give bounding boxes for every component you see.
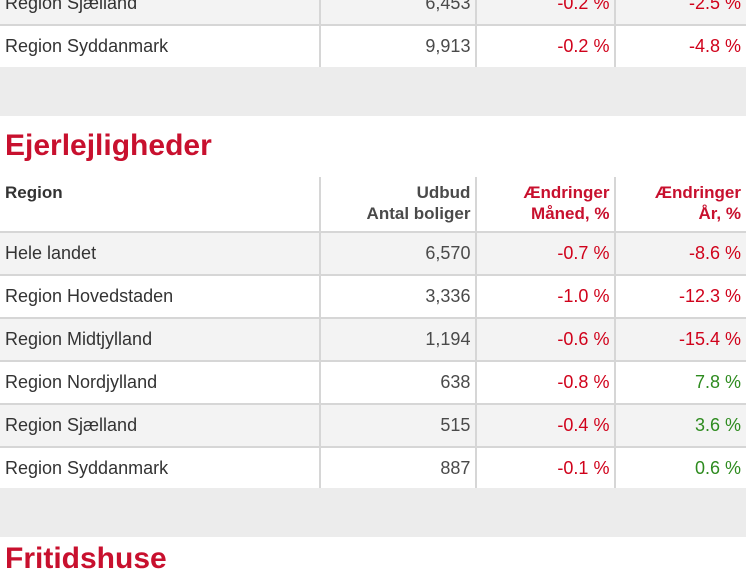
aar-change-cell: -12.3 % (615, 275, 746, 319)
next-section-title: Fritidshuse (5, 542, 167, 575)
udbud-cell: 887 (320, 447, 478, 491)
table-row: Region Sjælland 515 -0.4 % 3.6 % (0, 404, 746, 448)
table-header-row: Region Udbud Antal boliger Ændringer Mån… (0, 177, 746, 233)
region-cell: Region Hovedstaden (0, 275, 322, 319)
section-title: Ejerlejligheder (5, 129, 212, 162)
ejerlejligheder-table: Region Udbud Antal boliger Ændringer Mån… (0, 177, 746, 491)
maaned-change-cell: -0.2 % (476, 0, 617, 26)
maaned-change-cell: -0.2 % (476, 25, 617, 69)
section-divider (0, 67, 746, 116)
region-cell: Region Midtjylland (0, 318, 322, 362)
header-aar-line1: Ændringer (655, 183, 741, 202)
header-maaned-line2: Måned, % (531, 204, 610, 223)
udbud-cell: 6,453 (320, 0, 478, 26)
aar-change-cell: -8.6 % (615, 232, 746, 276)
region-cell: Region Syddanmark (0, 447, 322, 491)
table-row: Region Syddanmark 9,913 -0.2 % -4.8 % (0, 25, 746, 69)
maaned-change-cell: -0.6 % (476, 318, 617, 362)
maaned-change-cell: -1.0 % (476, 275, 617, 319)
udbud-cell: 9,913 (320, 25, 478, 69)
udbud-cell: 1,194 (320, 318, 478, 362)
section-divider (0, 488, 746, 537)
maaned-change-cell: -0.4 % (476, 404, 617, 448)
table-row: Hele landet 6,570 -0.7 % -8.6 % (0, 232, 746, 276)
header-region: Region (0, 177, 322, 233)
udbud-cell: 515 (320, 404, 478, 448)
previous-region-table: Region Sjælland 6,453 -0.2 % -2.5 % Regi… (0, 0, 746, 69)
udbud-cell: 6,570 (320, 232, 478, 276)
region-cell: Region Syddanmark (0, 25, 322, 69)
table-row: Region Sjælland 6,453 -0.2 % -2.5 % (0, 0, 746, 26)
table-row: Region Nordjylland 638 -0.8 % 7.8 % (0, 361, 746, 405)
aar-change-cell: -4.8 % (615, 25, 746, 69)
maaned-change-cell: -0.8 % (476, 361, 617, 405)
aar-change-cell: 7.8 % (615, 361, 746, 405)
region-cell: Region Sjælland (0, 0, 322, 26)
header-aar: Ændringer År, % (615, 177, 746, 233)
aar-change-cell: -15.4 % (615, 318, 746, 362)
header-udbud-line1: Udbud (416, 183, 471, 202)
table-row: Region Hovedstaden 3,336 -1.0 % -12.3 % (0, 275, 746, 319)
header-udbud: Udbud Antal boliger (320, 177, 478, 233)
udbud-cell: 3,336 (320, 275, 478, 319)
maaned-change-cell: -0.1 % (476, 447, 617, 491)
region-cell: Hele landet (0, 232, 322, 276)
header-maaned: Ændringer Måned, % (476, 177, 617, 233)
aar-change-cell: -2.5 % (615, 0, 746, 26)
maaned-change-cell: -0.7 % (476, 232, 617, 276)
udbud-cell: 638 (320, 361, 478, 405)
region-cell: Region Nordjylland (0, 361, 322, 405)
header-aar-line2: År, % (698, 204, 741, 223)
table-row: Region Midtjylland 1,194 -0.6 % -15.4 % (0, 318, 746, 362)
header-maaned-line1: Ændringer (523, 183, 610, 202)
aar-change-cell: 0.6 % (615, 447, 746, 491)
aar-change-cell: 3.6 % (615, 404, 746, 448)
table-row: Region Syddanmark 887 -0.1 % 0.6 % (0, 447, 746, 491)
region-cell: Region Sjælland (0, 404, 322, 448)
header-udbud-line2: Antal boliger (366, 204, 471, 223)
